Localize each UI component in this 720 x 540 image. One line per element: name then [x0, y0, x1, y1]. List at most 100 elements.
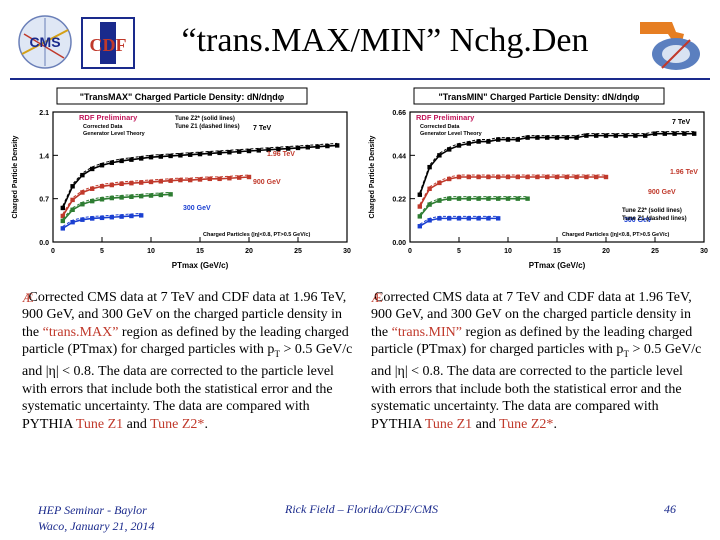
- bullet-text: .: [204, 416, 208, 432]
- x-tick-label: 20: [245, 248, 253, 255]
- data-point: [535, 135, 540, 140]
- data-point: [168, 192, 173, 197]
- x-tick-label: 5: [100, 248, 104, 255]
- data-point: [217, 176, 222, 182]
- data-point: [70, 197, 75, 203]
- data-point: [119, 195, 124, 200]
- header-divider: [10, 78, 710, 80]
- corrected-label: Corrected Data: [83, 124, 123, 130]
- series-line-dashed: [419, 174, 606, 205]
- data-point: [217, 150, 222, 156]
- data-point: [486, 196, 491, 201]
- series-line-dashed: [62, 142, 338, 207]
- data-point: [564, 174, 569, 180]
- x-tick-label: 25: [294, 248, 302, 255]
- data-point: [427, 164, 432, 170]
- data-point: [486, 174, 491, 180]
- x-tick-label: 10: [147, 248, 155, 255]
- data-point: [545, 135, 550, 140]
- data-point: [286, 146, 291, 151]
- data-point: [643, 133, 648, 138]
- data-point: [505, 196, 511, 201]
- bullet-highlight-region: “trans.MAX”: [42, 324, 119, 340]
- data-point: [119, 214, 124, 219]
- x-axis-label: PTmax (GeV/c): [529, 261, 586, 270]
- data-point: [505, 137, 511, 142]
- bullet-text: region as defined by the leading charged…: [22, 324, 349, 358]
- data-point: [305, 145, 310, 150]
- data-point: [574, 135, 579, 140]
- data-point: [525, 174, 530, 180]
- data-point: [158, 179, 163, 184]
- bullet-highlight-region: “trans.MIN”: [391, 324, 462, 340]
- tune-z1-label: Tune Z1 (dashed lines): [622, 216, 687, 222]
- data-point: [148, 179, 154, 185]
- slide-header: CMS CDF “trans.MAX/MIN” Nchg.Den: [0, 0, 720, 80]
- data-point: [207, 151, 212, 156]
- data-point: [139, 193, 144, 199]
- data-point: [109, 215, 114, 220]
- data-point: [227, 150, 232, 155]
- data-point: [60, 213, 65, 219]
- data-point: [119, 181, 124, 187]
- data-point: [447, 176, 452, 182]
- x-axis-label: PTmax (GeV/c): [172, 261, 229, 270]
- data-point: [515, 196, 520, 201]
- data-point: [437, 198, 442, 203]
- data-point: [574, 174, 579, 180]
- data-point: [335, 143, 340, 148]
- series-label: 7 TeV: [253, 125, 271, 132]
- bullet-text: > 0.5 GeV/c and |η| < 0.8. The data are …: [22, 342, 353, 432]
- data-point: [427, 186, 432, 192]
- data-point: [70, 207, 75, 213]
- data-point: [90, 198, 95, 204]
- data-point: [584, 133, 589, 138]
- data-point: [554, 174, 560, 180]
- data-point: [437, 153, 442, 158]
- y-tick-label: 0.44: [392, 153, 406, 160]
- data-point: [90, 186, 95, 191]
- data-point: [99, 215, 105, 221]
- series-line-dashed: [62, 174, 250, 215]
- cms-logo: CMS: [18, 15, 72, 69]
- chart-title: "TransMIN" Charged Particle Density: dN/…: [438, 92, 640, 102]
- chart-title-box: [56, 87, 308, 105]
- data-point: [545, 174, 550, 180]
- bullet-text: > 0.5 GeV/c and |η| < 0.8. The data are …: [371, 342, 702, 432]
- data-point: [496, 137, 501, 142]
- data-point: [227, 176, 232, 181]
- data-point: [496, 174, 501, 180]
- page-number: 46: [664, 502, 676, 516]
- cuts-label: Charged Particles (|η|<0.8, PT>0.5 GeV/c…: [562, 232, 669, 238]
- data-point: [246, 174, 252, 180]
- bullet-text: region as defined by the leading charged…: [371, 324, 693, 358]
- data-point: [158, 154, 163, 159]
- cuts-label: Charged Particles (|η|<0.8, PT>0.5 GeV/c…: [203, 232, 310, 238]
- data-point: [178, 177, 183, 183]
- data-point: [276, 146, 281, 152]
- bullet-text: and: [123, 416, 151, 432]
- data-point: [90, 166, 95, 172]
- data-point: [148, 193, 154, 198]
- data-point: [99, 197, 105, 202]
- series-label: 1.96 TeV: [267, 151, 295, 158]
- x-tick-label: 10: [504, 248, 512, 255]
- bullet-text: .: [553, 416, 557, 432]
- data-point: [197, 177, 203, 182]
- data-point: [295, 145, 301, 151]
- data-point: [456, 174, 462, 180]
- bullet-text: Corrected CMS data at 7 TeV and CDF data…: [22, 290, 347, 340]
- data-point: [594, 133, 599, 138]
- data-point: [237, 175, 242, 180]
- data-point: [119, 158, 124, 164]
- data-point: [427, 202, 432, 207]
- bullet-subscript: T: [623, 349, 629, 360]
- data-point: [515, 137, 520, 142]
- data-point: [466, 141, 471, 146]
- data-point: [603, 133, 609, 138]
- data-point: [80, 172, 85, 178]
- x-tick-label: 30: [343, 248, 351, 255]
- data-point: [535, 174, 540, 180]
- generator-label: Generator Level Theory: [420, 131, 483, 137]
- x-tick-label: 15: [553, 248, 561, 255]
